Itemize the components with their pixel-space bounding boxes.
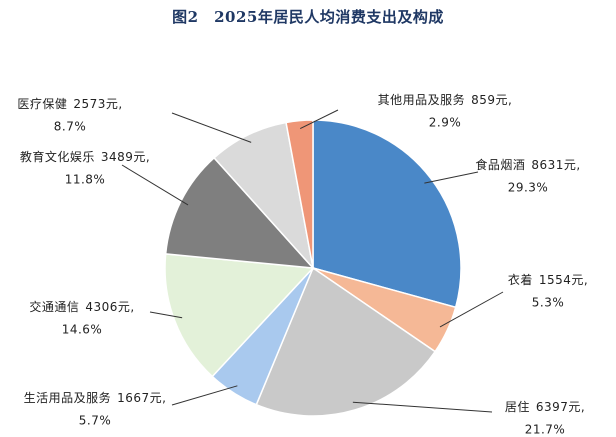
pie-slice xyxy=(164,253,315,378)
category-label: 衣着 xyxy=(508,272,533,287)
percentage-label: 2.9% xyxy=(429,116,462,130)
percentage-label: 14.6% xyxy=(62,323,103,337)
leader-line xyxy=(149,311,183,319)
slice-label: 衣着 1554元, xyxy=(508,272,588,287)
category-label: 食品烟酒 xyxy=(475,157,525,172)
category-label: 其他用品及服务 xyxy=(378,92,466,107)
value-label: 1554元, xyxy=(539,273,588,287)
percentage-label: 8.7% xyxy=(54,120,87,134)
slice-label: 居住 6397元, xyxy=(505,400,585,414)
pie-slice xyxy=(213,121,315,271)
leader-line xyxy=(121,164,189,206)
category-label: 医疗保健 xyxy=(17,97,67,111)
value-label: 2573元, xyxy=(73,97,122,111)
slice-label: 教育文化娱乐 3489元, xyxy=(20,149,150,164)
percentage-label: 29.3% xyxy=(508,181,549,195)
slice-label: 食品烟酒 8631元, xyxy=(475,157,580,172)
category-label: 居住 xyxy=(505,400,530,414)
leader-line xyxy=(299,109,339,130)
leader-line xyxy=(171,385,238,406)
leader-line xyxy=(424,171,479,184)
category-label: 生活用品及服务 xyxy=(24,390,112,405)
percentage-label: 5.7% xyxy=(79,414,112,428)
value-label: 3489元, xyxy=(101,150,150,164)
pie-slice xyxy=(255,266,437,417)
percentage-label: 21.7% xyxy=(525,423,566,437)
leader-line xyxy=(352,401,493,413)
value-label: 6397元, xyxy=(536,400,585,414)
percentage-label: 5.3% xyxy=(532,296,565,310)
value-label: 8631元, xyxy=(531,158,580,172)
slice-label: 生活用品及服务 1667元, xyxy=(24,390,167,405)
value-label: 859元, xyxy=(471,93,512,107)
leader-line xyxy=(439,291,504,328)
slice-label: 医疗保健 2573元, xyxy=(17,97,122,111)
pie-slice xyxy=(164,156,315,269)
leader-line xyxy=(171,112,252,143)
chart-title: 图2 2025年居民人均消费支出及构成 xyxy=(172,8,444,26)
category-label: 教育文化娱乐 xyxy=(20,149,95,164)
slice-label: 其他用品及服务 859元, xyxy=(378,92,513,107)
pie-slice xyxy=(312,119,462,309)
value-label: 4306元, xyxy=(85,300,134,314)
value-label: 1667元, xyxy=(117,391,166,405)
percentage-label: 11.8% xyxy=(65,173,106,187)
category-label: 交通通信 xyxy=(29,299,79,314)
slice-label: 交通通信 4306元, xyxy=(29,299,134,314)
pie-slice xyxy=(285,119,314,269)
